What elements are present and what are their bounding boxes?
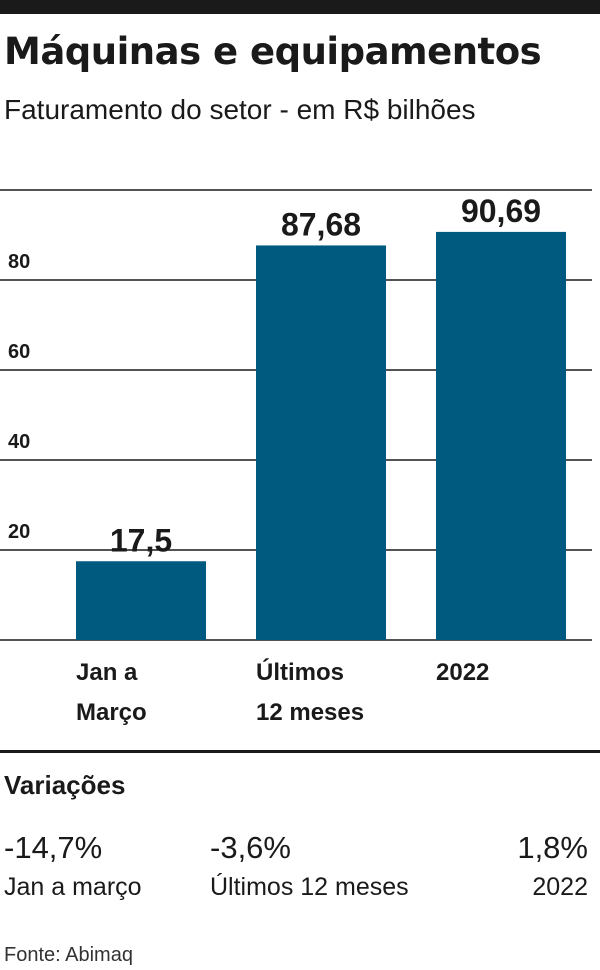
category-label: 2022 [436, 659, 489, 686]
bar [256, 245, 386, 640]
variation-value: 1,8% [517, 830, 588, 865]
variation-value: -3,6% [210, 830, 291, 865]
bar-layer [76, 231, 566, 640]
bar-chart: 20 40 60 80 100 17,5 Jan a Março 87,68 Últimos 12… [0, 180, 592, 726]
category-label: Março [76, 699, 147, 726]
data-label: 90,69 [461, 193, 541, 229]
chart-title: Máquinas e equipamentos [4, 30, 542, 73]
data-label: 87,68 [281, 206, 361, 242]
source-note: Fonte: Abimaq [4, 944, 133, 966]
category-label: Últimos [256, 658, 344, 686]
variation-value: -14,7% [4, 830, 103, 865]
category-label: 12 meses [256, 699, 364, 726]
variation-label: 2022 [532, 873, 588, 901]
y-tick-label: 100 [8, 180, 41, 183]
y-tick-label: 80 [8, 251, 30, 273]
data-label: 17,5 [110, 522, 172, 558]
variation-2022: 1,8% 2022 [517, 830, 588, 902]
variation-jan-marco: -14,7% Jan a março [4, 830, 142, 902]
bar [76, 561, 206, 640]
y-tick-label: 40 [8, 431, 30, 453]
y-tick-label: 60 [8, 341, 30, 363]
section-divider [0, 750, 600, 753]
chart-subtitle: Faturamento do setor - em R$ bilhões [4, 94, 476, 125]
variation-label: Jan a março [4, 873, 142, 901]
y-tick-label: 20 [8, 521, 30, 543]
variation-label: Últimos 12 meses [210, 873, 409, 901]
category-label: Jan a [76, 659, 138, 686]
variation-ultimos-12-meses: -3,6% Últimos 12 meses [210, 830, 409, 902]
top-rule [0, 0, 600, 14]
label-layer: 17,5 Jan a Março 87,68 Últimos 12 meses 90,69 2… [76, 193, 541, 726]
variations-title: Variações [4, 770, 126, 800]
bar [436, 231, 566, 640]
